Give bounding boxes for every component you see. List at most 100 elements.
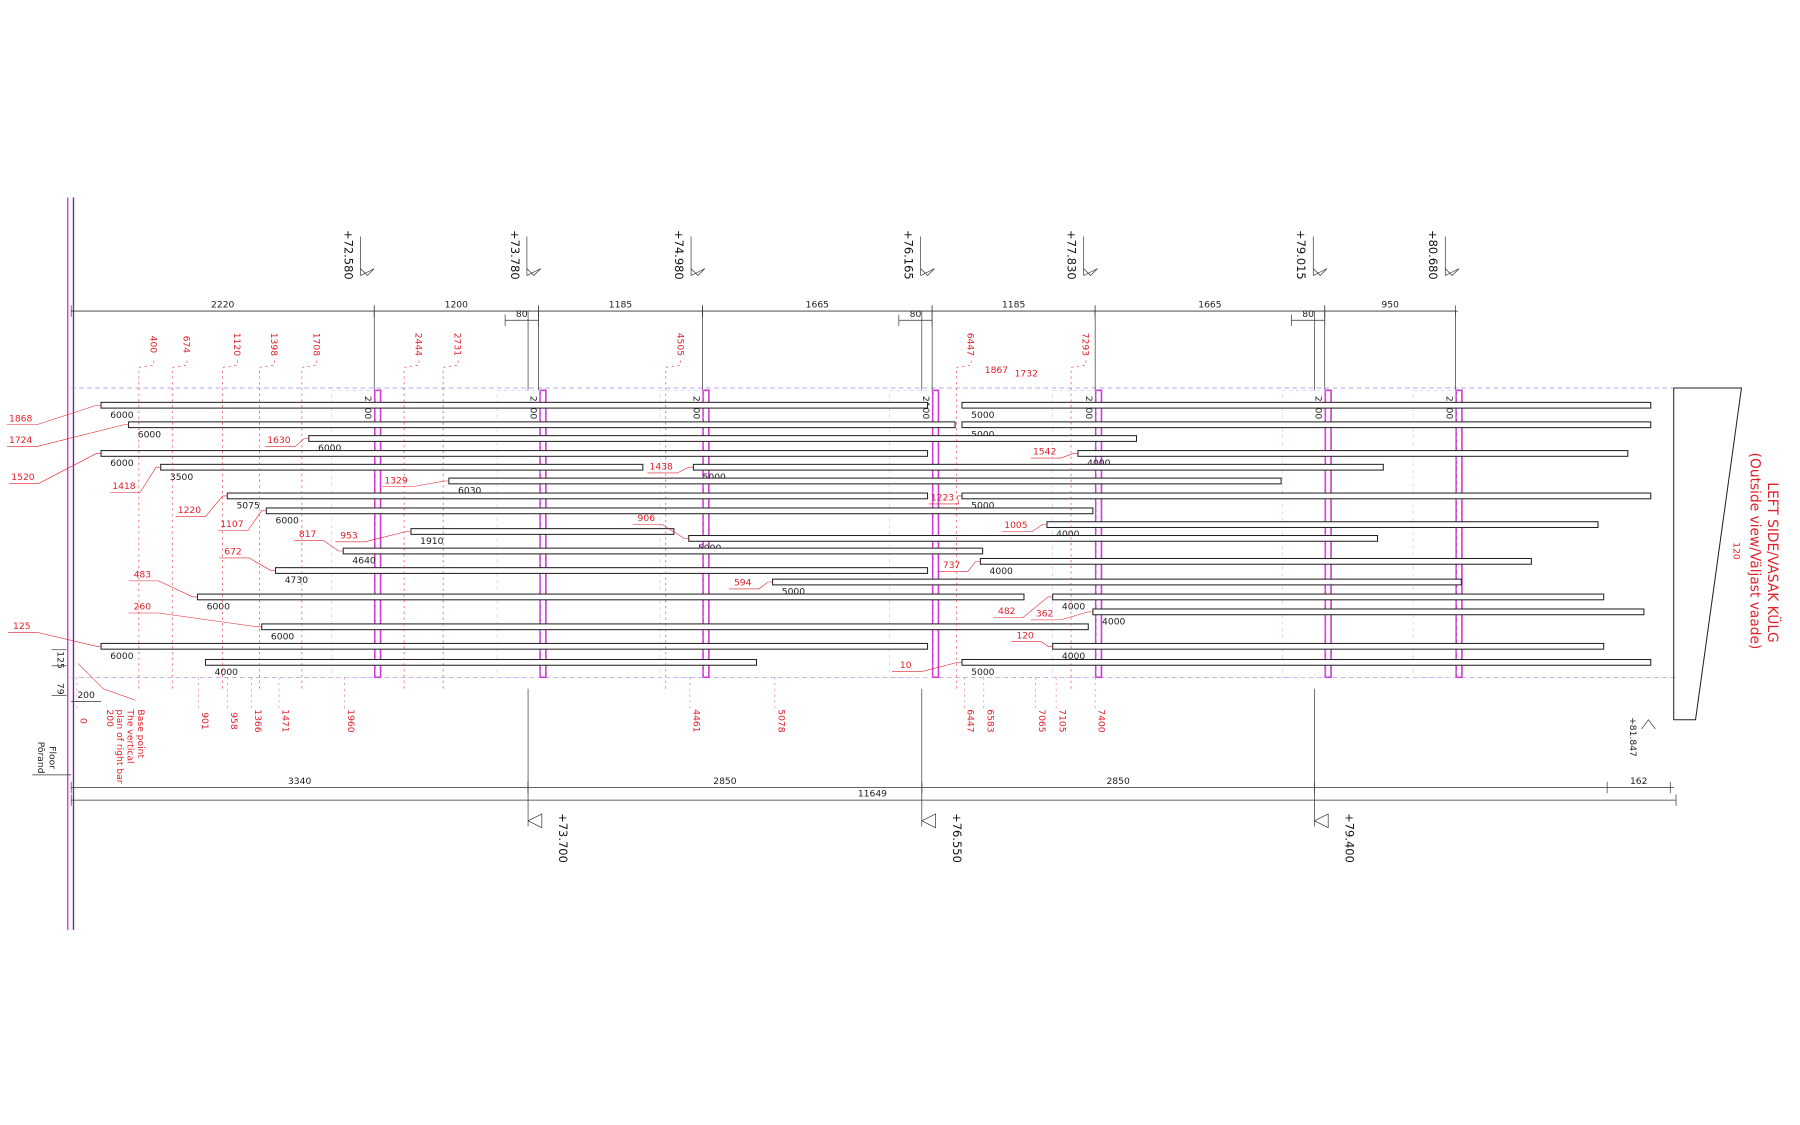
board [342,547,984,555]
elevation-label: +80.680 [1426,230,1440,280]
dimension-label: 1665 [1198,300,1222,311]
mark-leader [1070,360,1087,689]
offset-label: 1329 [384,475,408,486]
title: LEFT SIDE/VASAK KÜLG [1764,482,1782,642]
board-length: 5000 [971,501,995,512]
post [1455,389,1463,679]
board-length: 4000 [990,566,1014,577]
offset-leader [219,557,276,571]
board [692,463,1384,471]
elevation-label: +76.550 [950,813,964,863]
post [702,389,710,679]
board [1077,450,1629,457]
position-mark: 2444 [413,333,424,357]
board-length: 6000 [276,515,300,526]
position-mark: 5078 [775,709,786,733]
board-length: 6000 [110,458,134,469]
dimension-label: 80 [910,309,922,320]
elevation-marker [1313,268,1328,276]
offset-label: 260 [134,602,152,613]
dimension-label: 200 [77,690,95,701]
mark-leader [171,360,188,689]
board [265,507,1094,515]
board [160,463,644,471]
board-length: 4000 [1056,529,1080,540]
base-leader [77,663,136,701]
position-mark: 4505 [674,333,685,357]
offset-leader [175,495,228,517]
board-length: 1910 [420,536,444,547]
board-length: 6030 [458,486,482,497]
offset-leader [128,580,198,598]
board [1052,593,1605,601]
board [448,477,1282,485]
subtitle: (Outside view/Väljast vaade) [1747,453,1763,650]
dimension-label: 125 [54,651,65,669]
offset-leader [1002,524,1047,532]
offset-label: 1724 [9,435,33,446]
board [100,450,929,457]
offset-label: 737 [943,560,961,571]
offset-label: 906 [638,513,656,524]
board [1092,608,1645,616]
offset-leader [293,540,344,552]
board [961,401,1652,409]
post [374,389,382,679]
offset-label: 1630 [267,435,291,446]
post [1094,389,1103,679]
offset-leader [928,495,962,505]
dimension-label: 80 [1302,309,1314,320]
end-wedge [1673,387,1743,721]
elevation-marker [1083,268,1098,276]
board-length: 4000 [1062,651,1086,662]
board-length: 4640 [352,556,376,567]
board-length: 5000 [971,667,995,678]
offset-leader [9,453,102,484]
board-length: 5000 [782,587,806,598]
elevation-marker [1641,719,1656,730]
offset-leader [8,632,102,647]
board [308,435,1137,442]
offset-leader [632,524,689,539]
elevation-marker [360,268,375,276]
dimension-label: 1200 [445,300,469,311]
position-mark: 7105 [1057,709,1068,733]
position-mark: 1120 [231,333,242,357]
offset-label: 483 [134,569,152,580]
offset-leader [6,424,129,447]
elevation-marker [921,813,936,829]
board [261,623,1089,631]
offset-label: 1868 [9,413,33,424]
board [772,578,1462,586]
dimension-label: 80 [516,309,528,320]
board [100,642,929,650]
position-mark: 1398 [268,333,279,357]
mark-leader [259,360,275,689]
elevation-marker [920,268,935,276]
dimension-label: 950 [1381,300,1399,311]
offset-label: 953 [340,530,358,541]
board [961,658,1652,666]
dimension-label: 1185 [1002,300,1026,311]
position-mark: 400 [147,336,158,354]
offset-leader [728,581,773,590]
offset-label: 1418 [112,481,136,492]
board-length: 4000 [1087,458,1111,469]
offset-label: 672 [224,546,242,557]
position-mark: 6447 [965,709,976,733]
offset-leader [335,531,411,543]
elevation-marker [527,813,543,829]
offset-leader [382,480,449,488]
offset-label: 10 [900,660,912,671]
position-mark: 0 [77,718,88,724]
offset-leader [891,662,962,672]
board-length: 6000 [110,410,134,421]
board-length: 3500 [170,472,194,483]
position-mark: 1366 [252,709,263,733]
offset-leader [937,561,981,572]
board-length: 6000 [318,443,342,454]
offset-label: 1438 [650,462,674,473]
offset-label: 1107 [220,519,244,530]
